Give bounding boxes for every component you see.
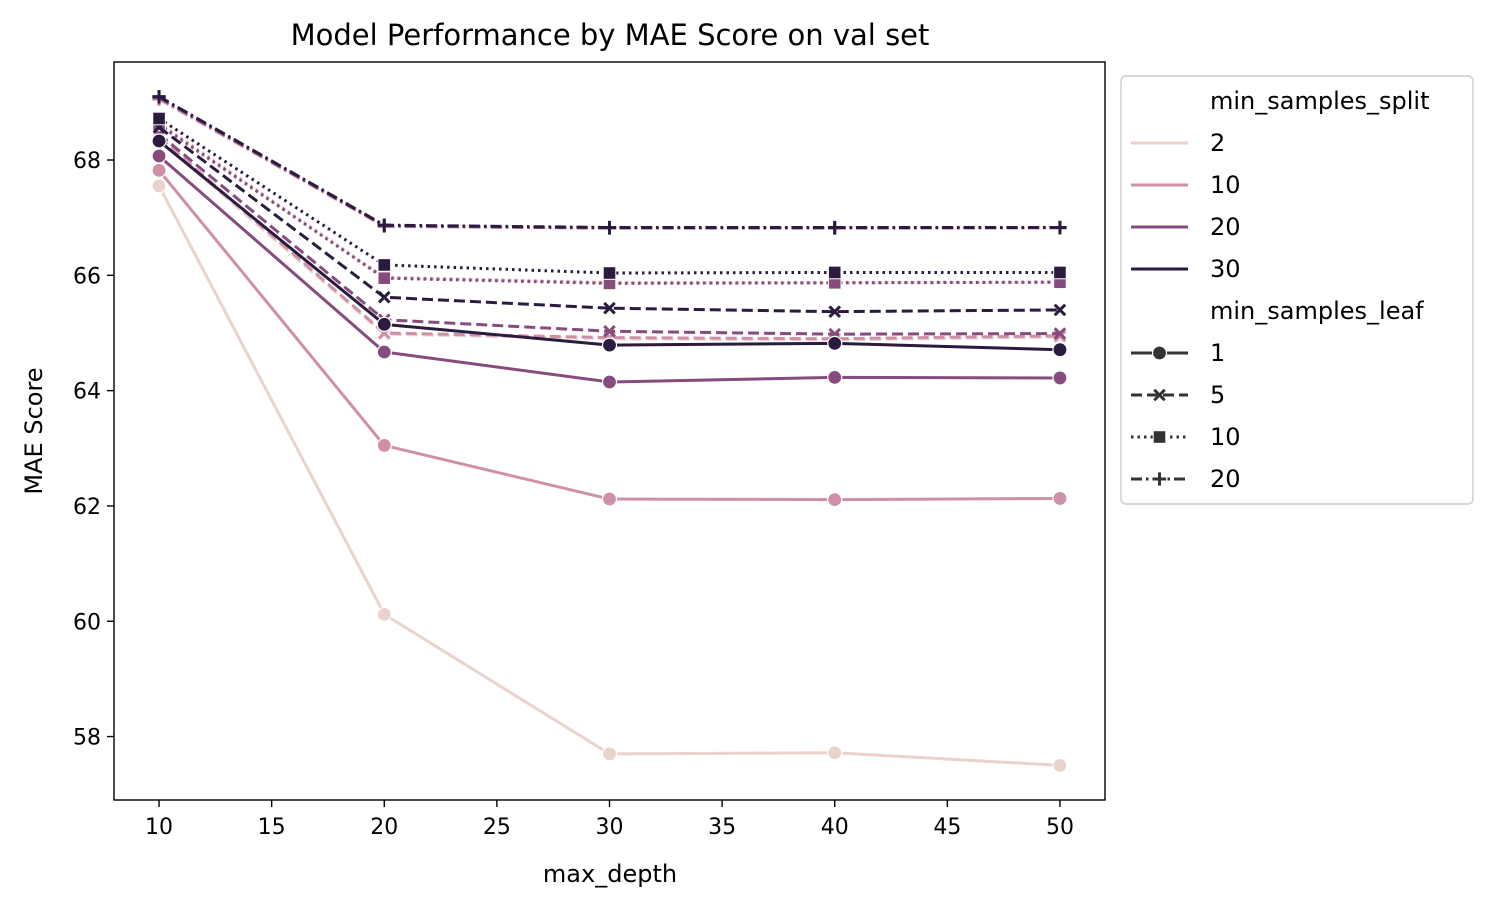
series-layer (151, 89, 1068, 774)
x-tick-label: 30 (596, 815, 624, 840)
series-split-30-leaf-20 (152, 89, 1067, 235)
x-tick-label: 15 (258, 815, 286, 840)
legend-title-leaf: min_samples_leaf (1210, 297, 1424, 325)
data-point (828, 305, 842, 318)
legend-box (1120, 75, 1474, 505)
series-line (158, 121, 1060, 284)
legend-hue-label: 30 (1210, 255, 1241, 283)
data-point (376, 344, 392, 360)
data-point (151, 133, 167, 149)
x-tick-label: 10 (145, 815, 173, 840)
y-tick-label: 68 (73, 149, 101, 174)
series-split-20-leaf-1 (151, 148, 1068, 390)
legend-hue-items: 2 10 20 30 (1131, 129, 1241, 283)
y-tick-label: 64 (73, 380, 101, 405)
data-point (601, 337, 618, 353)
data-point (602, 220, 617, 235)
data-point (151, 178, 167, 194)
legend-style-marker (1152, 472, 1167, 486)
x-tick-label: 25 (483, 815, 511, 840)
x-axis-label: max_depth (543, 860, 677, 888)
series-split-30-leaf-10 (152, 111, 1067, 280)
series-split-20-leaf-10 (152, 117, 1067, 291)
x-tick-label: 35 (708, 815, 736, 840)
data-point (828, 220, 842, 235)
legend-style-label: 10 (1210, 423, 1241, 451)
y-tick-label: 58 (73, 726, 101, 751)
series-split-2-leaf-1 (151, 178, 1068, 774)
x-tick-label: 40 (821, 815, 849, 840)
plot-area (113, 61, 1106, 801)
series-line (158, 95, 1060, 229)
legend: min_samples_split 2 10 20 30 min_samples_le… (1120, 75, 1474, 505)
data-point (602, 266, 617, 280)
x-tick-label: 45 (933, 815, 961, 840)
data-point (376, 606, 392, 622)
series-line (158, 125, 1060, 314)
legend-style-label: 1 (1210, 339, 1225, 367)
data-point (827, 335, 843, 351)
data-point (827, 492, 843, 508)
legend-style-label: 5 (1210, 381, 1225, 409)
data-point (827, 265, 842, 280)
series-split-30-leaf-5 (152, 120, 1067, 318)
x-tick-label: 20 (370, 815, 398, 840)
data-point (377, 290, 391, 304)
series-split-30-leaf-1 (151, 133, 1068, 358)
data-point (1053, 265, 1067, 280)
legend-style-items: 1 5 10 20 (1131, 339, 1241, 493)
data-point (827, 369, 843, 385)
legend-hue-label: 2 (1210, 129, 1225, 157)
legend-style-marker (1153, 388, 1166, 402)
legend-style-marker (1151, 345, 1168, 361)
series-split-10-leaf-1 (151, 162, 1068, 508)
y-tick-label: 62 (73, 495, 101, 520)
data-point (1052, 757, 1068, 774)
data-point (151, 162, 167, 178)
x-tick-label: 50 (1046, 815, 1074, 840)
data-point (601, 491, 618, 507)
legend-hue-label: 10 (1210, 171, 1241, 199)
chart-title: Model Performance by MAE Score on val se… (291, 18, 930, 52)
data-point (151, 148, 167, 164)
data-point (377, 218, 391, 232)
y-axis-ticks: 58 60 62 64 66 68 (73, 149, 114, 751)
legend-style-marker (1152, 430, 1167, 444)
data-point (1052, 490, 1068, 507)
y-tick-label: 66 (73, 264, 101, 289)
y-axis-label: MAE Score (20, 367, 48, 494)
data-point (601, 374, 618, 390)
data-point (1052, 342, 1068, 358)
legend-hue-label: 20 (1210, 213, 1241, 241)
data-point (377, 271, 392, 286)
data-point (601, 746, 618, 762)
data-point (376, 437, 392, 454)
data-point (152, 111, 166, 126)
legend-title-split: min_samples_split (1210, 87, 1430, 115)
y-tick-label: 60 (73, 610, 101, 635)
legend-style-label: 20 (1210, 465, 1241, 493)
x-axis-ticks: 10 15 20 25 30 35 40 45 50 (145, 800, 1074, 840)
data-point (1053, 303, 1067, 317)
data-point (376, 316, 392, 332)
data-point (1053, 220, 1067, 235)
data-point (827, 745, 843, 761)
data-point (377, 258, 392, 272)
data-point (603, 324, 616, 338)
series-line (158, 135, 1060, 341)
data-point (152, 89, 166, 104)
data-point (603, 301, 616, 315)
data-point (1052, 370, 1068, 386)
data-point (1053, 327, 1067, 340)
